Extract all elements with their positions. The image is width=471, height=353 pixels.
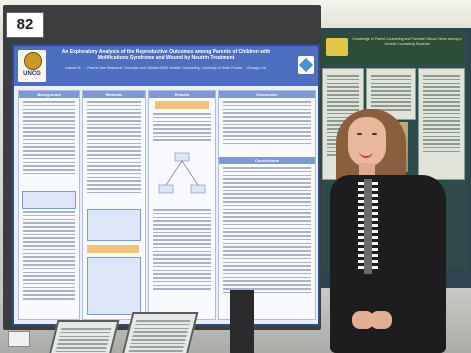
poster-column: Background [18,90,80,320]
section-heading: Results [149,91,215,98]
poster-title: An Exploratory Analysis of the Reproduct… [61,49,271,61]
face [348,117,386,167]
poster-column: Methods [82,90,146,320]
lanyard [364,179,372,274]
neighbor-poster-column [418,68,465,180]
smile [359,151,373,158]
neighbor-poster-column [366,68,416,120]
eye [357,133,362,135]
table-box [87,209,141,241]
poster-column: Discussion Conclusions [218,90,316,320]
hand [352,311,374,329]
section-heading: Background [19,91,79,98]
neighbor-poster-logo [326,38,348,56]
neighbor-poster-title: Knowledge of Parent Counseling and Paren… [352,37,462,46]
board-stand-pole [230,290,254,353]
orange-banner [155,101,209,109]
poster-authors: Leanne M. ..., Parent Care Research, Gro… [64,66,268,70]
orange-banner [87,245,139,253]
partner-logo [298,56,314,74]
hand [370,311,392,329]
board-foot-tag [8,331,30,347]
highlight-box [22,191,76,209]
flowchart-diagram [158,152,206,194]
eye [372,133,377,135]
poster-header: UNCG An Exploratory Analysis of the Repr… [14,46,318,86]
handout-stand [46,320,120,353]
seal-icon [24,52,42,70]
poster-column: Results [148,90,216,320]
logo-text: UNCG [23,71,41,77]
results-table [87,257,141,315]
neighbor-poster-header: Knowledge of Parent Counseling and Paren… [322,34,463,64]
handout-stand [119,312,199,353]
section-heading: Conclusions [219,157,315,164]
university-logo: UNCG [18,50,46,82]
presenter-person [330,105,460,353]
poster-number-tag: 82 [6,12,44,38]
section-heading: Methods [83,91,145,98]
section-heading: Discussion [219,91,315,98]
research-poster: UNCG An Exploratory Analysis of the Repr… [12,44,320,326]
